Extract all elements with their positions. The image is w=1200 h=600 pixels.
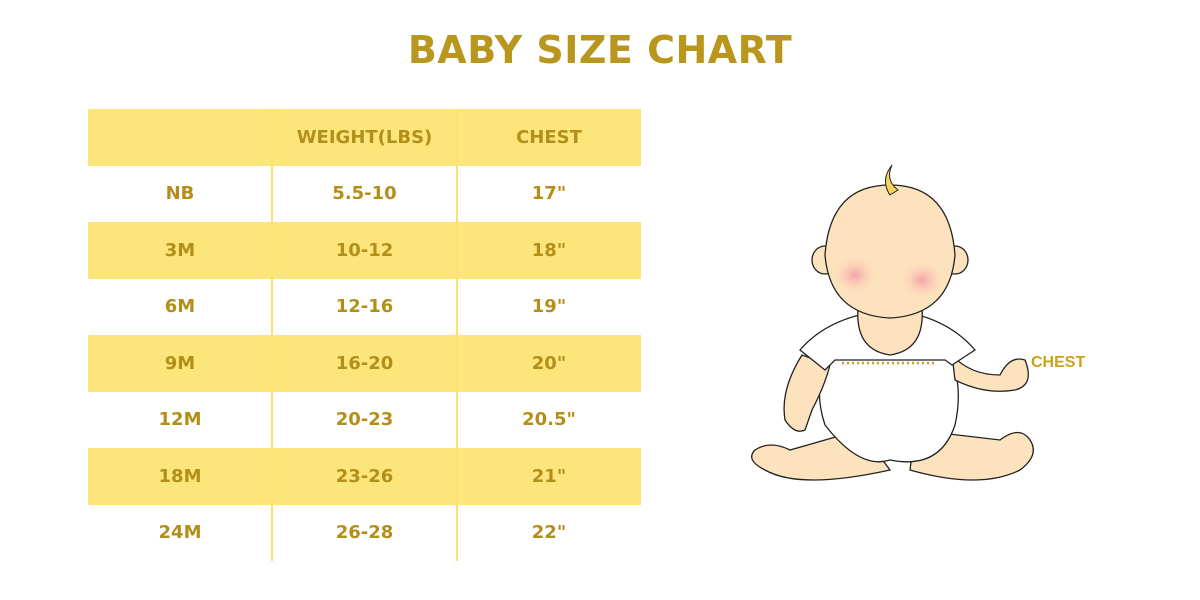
chest-cell: 20.5" (522, 409, 576, 431)
weight-cell: 12-16 (335, 296, 394, 318)
table-row: 18M 23-26 21" (88, 448, 641, 505)
chest-cell: 21" (531, 465, 567, 487)
chest-label: CHEST (1031, 354, 1086, 371)
weight-cell: 23-26 (335, 465, 394, 487)
chest-cell: 20" (531, 352, 567, 374)
table-header-row: WEIGHT(LBS) CHEST (88, 109, 641, 166)
page-title: BABY SIZE CHART (407, 28, 793, 72)
table-row: NB 5.5-10 17" (88, 166, 641, 223)
header-cell: WEIGHT(LBS) (296, 126, 433, 148)
column-divider (271, 109, 273, 561)
weight-cell: 5.5-10 (332, 183, 397, 205)
chest-cell: 19" (531, 296, 567, 318)
weight-cell: 10-12 (335, 239, 394, 261)
chest-cell: 18" (531, 239, 567, 261)
weight-cell: 26-28 (335, 522, 394, 544)
size-table: WEIGHT(LBS) CHEST NB 5.5-10 17" 3M 10-12 18" 6… (88, 109, 641, 561)
baby-illustration (751, 164, 1034, 481)
column-divider (456, 109, 458, 561)
chest-cell: 17" (531, 183, 567, 205)
size-cell: NB (165, 183, 195, 205)
size-cell: 9M (164, 352, 196, 374)
table-row: 12M 20-23 20.5" (88, 392, 641, 449)
header-cell: CHEST (516, 126, 582, 148)
table-row: 6M 12-16 19" (88, 279, 641, 336)
weight-cell: 20-23 (335, 409, 394, 431)
size-cell: 24M (158, 522, 202, 544)
table-row: 3M 10-12 18" (88, 222, 641, 279)
table-row: 9M 16-20 20" (88, 335, 641, 392)
size-cell: 18M (158, 465, 202, 487)
chest-cell: 22" (531, 522, 567, 544)
hair-curl (885, 164, 899, 196)
table-row: 24M 26-28 22" (88, 505, 641, 562)
weight-cell: 16-20 (335, 352, 394, 374)
size-cell: 3M (164, 239, 196, 261)
size-cell: 12M (158, 409, 202, 431)
cheek (830, 253, 880, 297)
size-cell: 6M (164, 296, 196, 318)
cheek (897, 258, 947, 302)
